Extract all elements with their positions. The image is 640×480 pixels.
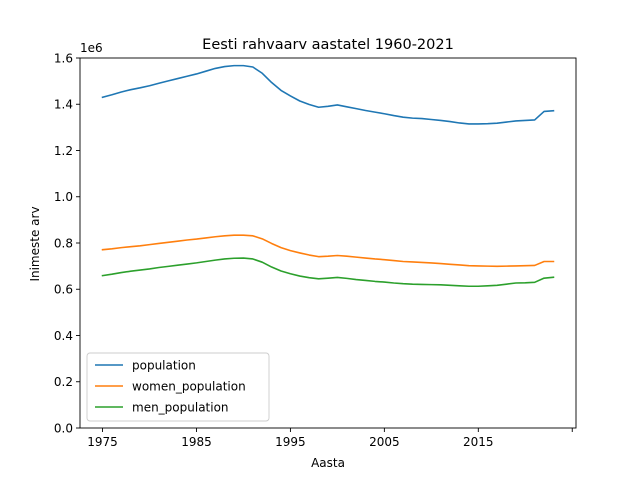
series-line-population (101, 64, 555, 125)
x-tick-label: 2005 (369, 435, 400, 449)
series-line-women-population (101, 234, 555, 268)
y-tick-label: 0.4 (54, 329, 73, 343)
y-tick-label: 1.6 (54, 51, 73, 65)
y-tick-label: 0.0 (54, 421, 73, 435)
x-tick-label: 1975 (87, 435, 118, 449)
y-tick-label: 0.6 (54, 283, 73, 297)
y-tick-label: 1.2 (54, 144, 73, 158)
y-tick-label: 0.2 (54, 375, 73, 389)
legend-label-men-population: men_population (132, 401, 229, 415)
legend-label-population: population (132, 359, 196, 373)
y-tick-label: 1.0 (54, 190, 73, 204)
plot-area: 1975 1985 1995 2005 2015 0.0 0.2 0.4 0.6 0.8 1.0 1.… (54, 51, 577, 449)
y-tick-label: 0.8 (54, 236, 73, 250)
y-axis-offset-label: 1e6 (80, 41, 103, 55)
legend-label-women-population: women_population (132, 380, 246, 394)
legend: population women_population men_population (86, 352, 270, 422)
y-axis-label: Inimeste arv (28, 206, 42, 281)
x-axis-label: Aasta (311, 456, 345, 470)
series-line-men-population (101, 257, 555, 288)
x-tick-label: 2015 (463, 435, 494, 449)
x-tick-label: 1985 (181, 435, 212, 449)
legend-box (86, 352, 270, 422)
y-tick-label: 1.4 (54, 98, 73, 112)
chart-title: Eesti rahvaarv aastatel 1960-2021 (202, 37, 454, 53)
x-tick-label: 1995 (275, 435, 306, 449)
